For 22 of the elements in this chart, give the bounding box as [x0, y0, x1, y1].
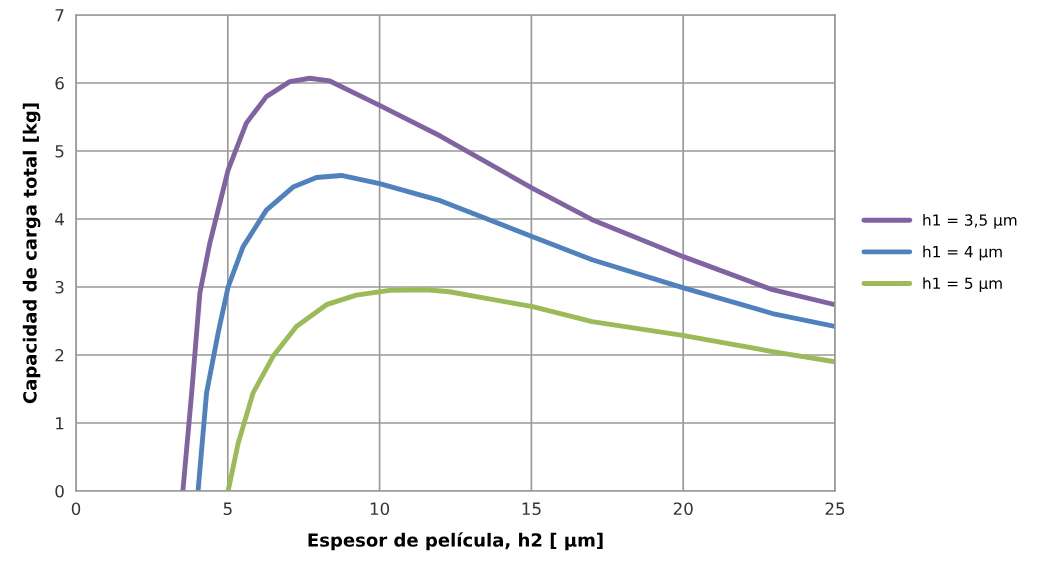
legend-label: h1 = 4 μm: [923, 245, 1002, 261]
line-series: [225, 287, 835, 491]
line-series: [180, 75, 835, 491]
y-tick-label: 3: [55, 280, 64, 294]
legend-label: h1 = 3,5 μm: [923, 214, 1017, 229]
y-tick-label: 2: [55, 348, 64, 362]
y-tick-label: 6: [55, 76, 64, 90]
y-tick-label: 1: [56, 417, 64, 430]
x-tick-label: 25: [825, 502, 845, 516]
x-tick-label: 0: [71, 502, 81, 516]
y-tick-label: 5: [55, 145, 64, 158]
y-tick-label: 7: [55, 9, 64, 22]
x-tick-label: 5: [223, 502, 232, 516]
x-axis-title: Espesor de película, h2 [ μm]: [308, 532, 603, 551]
legend-label: h1 = 5 μm: [923, 277, 1002, 292]
y-tick-label: 4: [55, 213, 64, 226]
x-tick-label: 10: [370, 502, 390, 516]
x-tick-label: 15: [522, 502, 541, 516]
y-tick-label: 0: [55, 484, 64, 498]
line-series: [195, 173, 835, 491]
x-tick-label: 20: [673, 502, 693, 516]
y-axis-title: Capacidad de carga total [kg]: [22, 103, 41, 404]
